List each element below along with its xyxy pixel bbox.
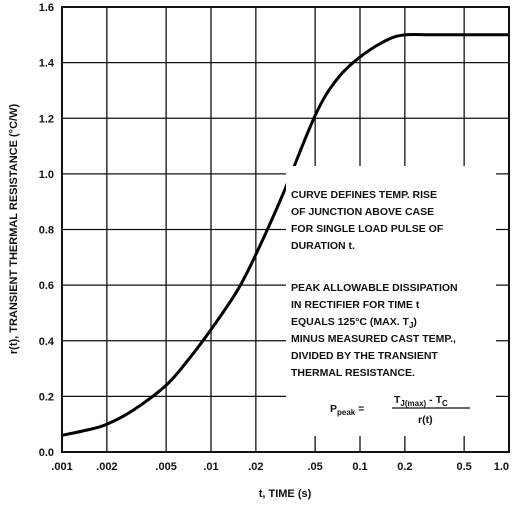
y-tick-label: 0.2 [39,391,54,403]
annotation-text: CURVE DEFINES TEMP. RISE OF JUNCTION ABO… [291,189,458,379]
note-line: EQUALS 125°C (MAX. TJ) [291,316,417,330]
note-line: IN RECTIFIER FOR TIME t [291,299,420,311]
y-tick-label: 1.4 [39,58,55,70]
note-line-main: EQUALS 125°C (MAX. T [291,316,410,328]
note-line: DIVIDED BY THE TRANSIENT [291,350,438,362]
y-tick-label: 1.0 [39,169,54,181]
series-line [61,32,509,437]
formula-lhs: Ppeak = [330,403,364,417]
plot-frame [61,6,510,453]
x-tick-label: .005 [155,461,176,473]
x-tick-label: 1.0 [494,461,509,473]
annotation-background [286,166,496,436]
x-tick-label: .002 [96,461,117,473]
x-tick-label: 0.1 [352,461,367,473]
y-tick-label: 1.2 [39,113,54,125]
formula-denominator: r(t) [418,414,433,426]
x-axis-label: t, TIME (s) [259,488,312,500]
x-tick-label: 0.2 [397,461,412,473]
formula-tj-sub: J(max) [400,399,426,408]
formula-p: P [330,403,337,415]
x-tick-label: .001 [51,461,72,473]
formula: Ppeak = TJ(max) - TC r(t) [330,394,470,426]
y-tick-label: 0.4 [39,336,55,348]
formula-eq: = [355,403,364,415]
tick-labels: .001 .002 .005 .01 .02 .05 0.1 0.2 0.5 1.0 0.0 0.2 0… [39,2,509,473]
note-line: THERMAL RESISTANCE. [291,367,415,379]
note-line: FOR SINGLE LOAD PULSE OF [291,223,444,235]
y-tick-label: 1.6 [39,2,54,14]
note-paren: ) [413,316,417,328]
note-line: PEAK ALLOWABLE DISSIPATION [291,282,458,294]
note-line: MINUS MEASURED CAST TEMP., [291,333,456,345]
x-tick-label: 0.5 [456,461,471,473]
y-axis-label: r(t), TRANSIENT THERMAL RESISTANCE (°C/W… [8,104,20,355]
formula-tc: T [436,394,443,406]
note-line: OF JUNCTION ABOVE CASE [291,206,434,218]
formula-minus: - [426,394,435,406]
formula-p-sub: peak [337,408,356,417]
note-subscript: J [409,321,413,330]
formula-numerator: TJ(max) - TC [394,394,448,408]
x-tick-label: .05 [307,461,322,473]
y-tick-label: 0.0 [39,447,54,459]
formula-tc-sub: C [442,399,448,408]
note-line: CURVE DEFINES TEMP. RISE [291,189,437,201]
y-tick-label: 0.6 [39,280,54,292]
x-tick-label: .01 [203,461,218,473]
x-tick-label: .02 [248,461,263,473]
y-tick-label: 0.8 [39,225,54,237]
formula-tj: T [394,394,401,406]
note-line: DURATION t. [291,240,355,252]
